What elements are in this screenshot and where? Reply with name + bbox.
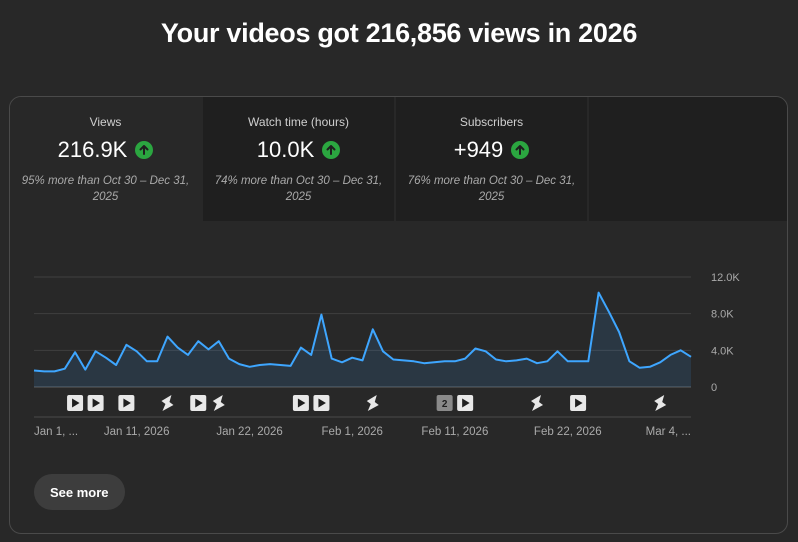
x-tick-label: Feb 11, 2026 (421, 426, 488, 438)
shorts-icon (366, 395, 379, 411)
play-glyph (462, 398, 470, 408)
metric-label: Watch time (hours) (248, 115, 349, 129)
x-tick-label: Feb 1, 2026 (322, 426, 383, 438)
arrow-up-icon (511, 141, 530, 159)
y-tick-label: 4.0K (711, 345, 734, 357)
arrow-up-icon (135, 141, 154, 159)
metric-tile-views[interactable]: Views 216.9K 95% more than Oct 30 – Dec … (10, 97, 203, 221)
x-tick-label: Jan 22, 2026 (216, 426, 283, 438)
play-glyph (123, 398, 131, 408)
play-glyph (297, 398, 306, 408)
metric-tile-watch-time[interactable]: Watch time (hours) 10.0K 74% more than O… (203, 97, 396, 221)
shorts-icon (531, 395, 544, 411)
shorts-icon (161, 395, 174, 411)
x-tick-label: Jan 1, ... (34, 426, 78, 438)
metric-tiles: Views 216.9K 95% more than Oct 30 – Dec … (10, 97, 787, 221)
count-badge-label: 2 (442, 399, 448, 410)
y-tick-label: 12.0K (711, 272, 740, 284)
shorts-icon (212, 395, 225, 411)
count-badge (436, 395, 453, 411)
analytics-card: Views 216.9K 95% more than Oct 30 – Dec … (9, 96, 788, 534)
metric-value: 10.0K (256, 137, 315, 162)
play-glyph (575, 398, 583, 408)
play-glyph (195, 398, 203, 408)
x-tick-label: Jan 11, 2026 (104, 426, 170, 438)
x-tick-label: Mar 4, ... (646, 426, 691, 438)
views-area (34, 292, 691, 387)
metric-value: +949 (453, 137, 504, 162)
play-glyph (72, 398, 80, 408)
metric-label: Views (89, 115, 122, 129)
metric-tile-subscribers[interactable]: Subscribers +949 76% more than Oct 30 – … (396, 97, 589, 221)
play-glyph (318, 398, 326, 408)
metric-comparison: 76% more than Oct 30 – Dec 31, 2025 (407, 175, 576, 203)
arrow-up-icon (322, 141, 341, 159)
metric-label: Subscribers (459, 115, 524, 129)
metric-value: 216.9K (57, 137, 128, 162)
play-glyph (92, 398, 101, 408)
views-chart: 12.0K 8.0K 4.0K 0 2 Jan 1, ... Jan 11, 2026 Jan… (33, 272, 740, 438)
page-headline: Your videos got 216,856 views in 2026 (160, 18, 638, 48)
metric-comparison: 95% more than Oct 30 – Dec 31, 2025 (21, 175, 190, 203)
y-tick-label: 0 (711, 382, 717, 394)
x-tick-label: Feb 22, 2026 (534, 426, 602, 438)
metric-tile-empty (589, 97, 787, 221)
metric-comparison: 74% more than Oct 30 – Dec 31, 2025 (214, 175, 383, 203)
y-tick-label: 8.0K (711, 309, 734, 321)
views-line (33, 291, 692, 373)
see-more-button[interactable]: See more (34, 474, 125, 510)
shorts-icon (654, 395, 667, 411)
